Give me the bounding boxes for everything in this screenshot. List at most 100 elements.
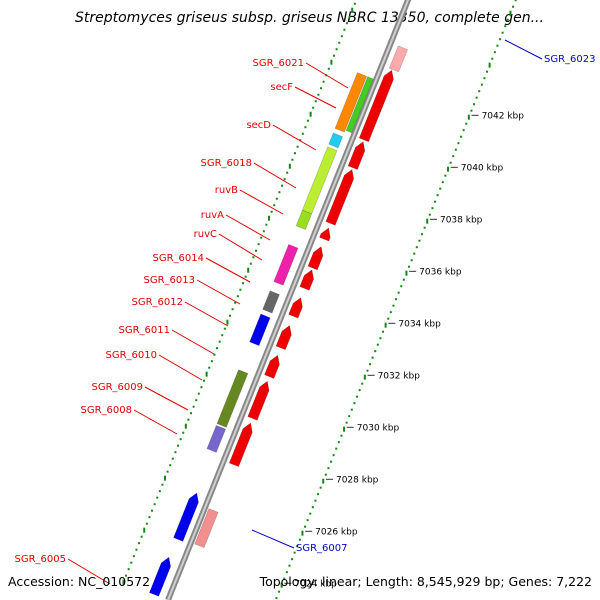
gc-dot [343, 426, 346, 432]
gc-dot [296, 145, 299, 148]
gc-dot [501, 31, 504, 34]
gene-feature [264, 354, 280, 379]
gc-dot [361, 382, 364, 385]
gc-dot [293, 551, 296, 554]
gc-dot [148, 516, 151, 519]
gc-dot [340, 35, 343, 38]
gc-dot [140, 535, 143, 538]
gc-dot [358, 389, 361, 392]
gc-dot [200, 386, 203, 389]
label-leader-line [504, 39, 543, 60]
gc-dot [145, 522, 148, 525]
gc-dot [268, 215, 271, 221]
gc-dot [371, 356, 374, 359]
gc-dot [275, 597, 278, 600]
kbp-tick-label: 7028 kbp [336, 475, 379, 485]
label-leader-line [294, 86, 337, 109]
gc-dot [317, 93, 320, 96]
gene-feature [319, 227, 331, 242]
gc-dot [213, 353, 216, 356]
gc-dot [257, 243, 260, 246]
gc-dot [415, 246, 418, 249]
gc-dot [171, 457, 174, 460]
gene-label: secF [270, 82, 293, 93]
gc-dot [421, 233, 424, 236]
gc-dot [478, 90, 481, 93]
gc-dot [255, 249, 258, 252]
gene-feature [149, 556, 171, 597]
gene-label: SGR_6018 [201, 158, 253, 169]
gc-dot [132, 555, 135, 558]
gc-dot [291, 558, 294, 561]
gc-dot [182, 431, 185, 434]
gc-dot [348, 15, 351, 18]
gc-dot [164, 475, 167, 481]
gc-dot [216, 347, 219, 350]
label-leader-line [239, 189, 284, 215]
backbone-inner [167, 0, 410, 600]
gc-dot [280, 582, 283, 588]
gc-dot [244, 275, 247, 278]
gc-dot [195, 399, 198, 402]
gene-label: SGR_6014 [153, 253, 205, 264]
gene-label: secD [246, 120, 271, 131]
gc-dot [174, 451, 177, 454]
gc-dot [350, 408, 353, 411]
gc-dot [278, 191, 281, 194]
gene-features-layer [149, 45, 408, 597]
gc-dot [322, 478, 325, 484]
gc-dot [460, 135, 463, 138]
gene-feature [299, 269, 314, 291]
label-leader-line [251, 529, 295, 549]
gc-dot [493, 51, 496, 54]
gc-dot [311, 506, 314, 509]
gc-dot [330, 460, 333, 463]
gene-feature [228, 422, 253, 468]
gene-label: SGR_6009 [92, 382, 144, 393]
gene-label-layer: SGR_6023 SGR_6021 secF secD SGR_6018 ruvB ruvA… [15, 39, 596, 585]
gc-dot [226, 319, 229, 325]
gc-dot [402, 278, 405, 281]
gc-dot [229, 314, 232, 317]
gene-feature [302, 146, 338, 215]
gc-dot [298, 538, 301, 541]
gene-feature [275, 325, 292, 351]
gene-label: SGR_6005 [15, 554, 67, 565]
gene-label: SGR_6012 [132, 297, 184, 308]
gc-dot [184, 423, 187, 429]
gc-dot [423, 226, 426, 229]
gc-dot [454, 148, 457, 151]
gc-dot [208, 366, 211, 369]
gc-dot [337, 441, 340, 444]
kbp-tick-label: 7024 kbp [294, 579, 337, 589]
gc-dot [343, 28, 346, 31]
gc-dot [218, 340, 221, 343]
gc-dot [379, 337, 382, 340]
gc-dot [260, 236, 263, 239]
kbp-tick-label: 7032 kbp [378, 371, 421, 381]
gene-feature [247, 380, 270, 421]
gc-dot [236, 295, 239, 298]
gc-dot [436, 194, 439, 197]
gc-dot [304, 126, 307, 129]
gene-feature [334, 72, 368, 133]
label-leader-line [225, 214, 271, 241]
gc-dot [190, 412, 193, 415]
gc-dot [252, 256, 255, 259]
gc-dot [312, 106, 315, 109]
gene-feature [347, 141, 366, 170]
gc-dot [392, 304, 395, 307]
gc-dot [418, 239, 421, 242]
gc-dot [309, 512, 312, 515]
gc-dot [475, 96, 478, 99]
gc-dot [467, 114, 470, 120]
gc-dot [356, 395, 359, 398]
gc-dot [509, 10, 512, 16]
label-leader-line [272, 124, 317, 151]
gc-dot [130, 561, 133, 564]
label-leader-line [253, 162, 297, 189]
gc-dot [332, 454, 335, 457]
gc-dot [496, 44, 499, 47]
label-leader-line [158, 354, 203, 381]
